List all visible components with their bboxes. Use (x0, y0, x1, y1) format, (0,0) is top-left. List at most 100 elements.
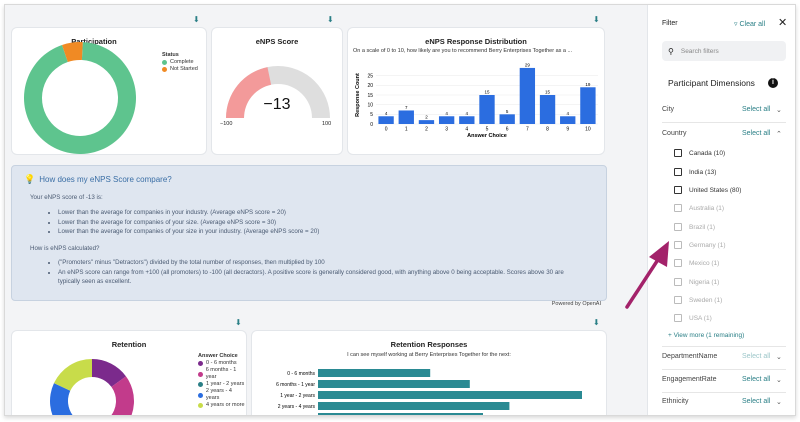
data-label: 29 (525, 62, 531, 67)
enps-max-label: 100 (322, 121, 332, 127)
filter-section-country[interactable]: Country Select all ⌃ (662, 130, 786, 138)
country-option-nigeria[interactable]: Nigeria (1) (674, 278, 719, 286)
compare-intro: Your eNPS score of -13 is: (30, 194, 103, 201)
checkbox[interactable] (674, 241, 682, 249)
download-icon[interactable]: ⬇ (593, 15, 600, 24)
distribution-card: eNPS Response Distribution On a scale of… (347, 27, 605, 155)
download-icon[interactable]: ⬇ (593, 318, 600, 327)
country-option-australia[interactable]: Australia (1) (674, 204, 724, 212)
country-option-mexico[interactable]: Mexico (1) (674, 259, 719, 267)
option-label: Mexico (1) (689, 259, 720, 267)
checkbox[interactable] (674, 204, 682, 212)
option-label: Germany (1) (689, 241, 726, 249)
checkbox[interactable] (674, 186, 682, 194)
ethnicity-label: Ethnicity (662, 398, 689, 405)
download-icon[interactable]: ⬇ (235, 318, 242, 327)
clear-all-button[interactable]: ▿ Clear all (734, 20, 765, 28)
option-label: USA (1) (689, 314, 712, 322)
data-label: 15 (545, 90, 551, 95)
country-option-usa[interactable]: USA (1) (674, 314, 712, 322)
y-tick-label: 0 (370, 122, 373, 128)
country-label: Country (662, 130, 687, 137)
x-tick-label: 7 (526, 127, 529, 133)
legend-label: 0 - 6 months (206, 360, 237, 366)
retention-card: Retention Answer Choice 0 - 6 months 6 m… (11, 330, 247, 415)
country-select-all[interactable]: Select all (742, 130, 771, 137)
filter-clear-icon: ▿ (734, 21, 738, 28)
bar (318, 369, 431, 377)
enps-title: eNPS Score (255, 37, 299, 46)
chevron-up-icon[interactable]: ⌃ (776, 131, 782, 138)
department-select-all[interactable]: Select all (742, 353, 771, 360)
enps-card: eNPS Score −13 −100 100 (211, 27, 343, 155)
country-option-india[interactable]: India (13) (674, 168, 716, 176)
filter-section-city[interactable]: City Select all ⌄ (662, 106, 786, 114)
download-icon[interactable]: ⬇ (327, 15, 334, 24)
x-tick-label: 5 (486, 127, 489, 133)
compare-list: Lower than the average for companies in … (58, 208, 319, 237)
city-select-all[interactable]: Select all (742, 106, 771, 113)
legend-swatch-not-started (162, 67, 167, 72)
legend-label: 6 months - 1 year (205, 367, 237, 380)
checkbox[interactable] (674, 259, 682, 267)
country-option-germany[interactable]: Germany (1) (674, 241, 725, 249)
legend-swatch (198, 371, 203, 377)
download-icon[interactable]: ⬇ (193, 15, 200, 24)
legend-item: 4 years or more (198, 402, 246, 409)
country-option-sweden[interactable]: Sweden (1) (674, 296, 722, 304)
close-icon[interactable]: ✕ (778, 17, 788, 29)
calc-item: An eNPS score can range from +100 (all p… (58, 268, 578, 287)
search-icon: ⚲ (668, 46, 674, 56)
legend-item-complete: Complete (162, 59, 198, 66)
chevron-down-icon[interactable]: ⌄ (776, 107, 782, 114)
search-filters-input[interactable]: ⚲ Search filters (662, 41, 786, 61)
retention-legend: Answer Choice 0 - 6 months 6 months - 1 … (198, 353, 246, 409)
city-label: City (662, 106, 675, 113)
retention-bar-chart: 0 - 6 months 6 months - 1 year 1 year - 2 … (276, 369, 582, 415)
calc-item: ("Promoters" minus "Detractors") divided… (58, 258, 578, 268)
option-label: Australia (1) (689, 204, 725, 212)
checkbox[interactable] (674, 168, 682, 176)
engagement-label: EngagementRate (662, 376, 717, 383)
chevron-down-icon[interactable]: ⌄ (776, 377, 782, 384)
donut-slice (53, 359, 92, 391)
checkbox[interactable] (674, 149, 682, 157)
view-more-link[interactable]: + View more (1 remaining) (668, 332, 745, 339)
bar (318, 380, 470, 388)
compare-item: Lower than the average for companies in … (58, 208, 319, 218)
search-placeholder: Search filters (680, 47, 719, 55)
x-tick-label: 1 (405, 127, 408, 133)
data-label: 7 (405, 105, 408, 110)
divider (662, 369, 786, 370)
option-label: Canada (10) (689, 149, 726, 157)
x-tick-label: 2 (425, 127, 428, 133)
x-tick-label: 0 (385, 127, 388, 133)
y-tick-label: 5 (370, 112, 373, 118)
option-label: Sweden (1) (689, 296, 723, 304)
retention-title: Retention (111, 340, 147, 349)
checkbox[interactable] (674, 314, 682, 322)
chevron-down-icon[interactable]: ⌄ (776, 354, 782, 361)
checkbox[interactable] (674, 278, 682, 286)
checkbox[interactable] (674, 296, 682, 304)
country-option-brazil[interactable]: Brazil (1) (674, 223, 715, 231)
info-icon[interactable]: i (768, 78, 778, 88)
engagement-select-all[interactable]: Select all (742, 376, 771, 383)
y-tick-label: 25 (367, 73, 373, 79)
country-option-canada[interactable]: Canada (10) (674, 149, 725, 157)
bar (318, 391, 582, 399)
filter-section-department[interactable]: DepartmentName Select all ⌄ (662, 353, 786, 361)
bar (580, 87, 596, 124)
checkbox[interactable] (674, 223, 682, 231)
country-option-united-states[interactable]: United States (80) (674, 186, 741, 194)
donut-slice (92, 359, 126, 387)
bar (418, 120, 435, 124)
participation-card: Participation Status Complete Not Starte… (11, 27, 207, 155)
participation-donut (24, 42, 136, 155)
filter-section-ethnicity[interactable]: Ethnicity Select all ⌄ (662, 398, 786, 406)
chevron-down-icon[interactable]: ⌄ (776, 399, 782, 406)
filter-section-engagement[interactable]: EngagementRate Select all ⌄ (662, 376, 786, 384)
legend-item: 6 months - 1 year (198, 367, 246, 381)
ethnicity-select-all[interactable]: Select all (742, 398, 771, 405)
bar (318, 402, 510, 410)
